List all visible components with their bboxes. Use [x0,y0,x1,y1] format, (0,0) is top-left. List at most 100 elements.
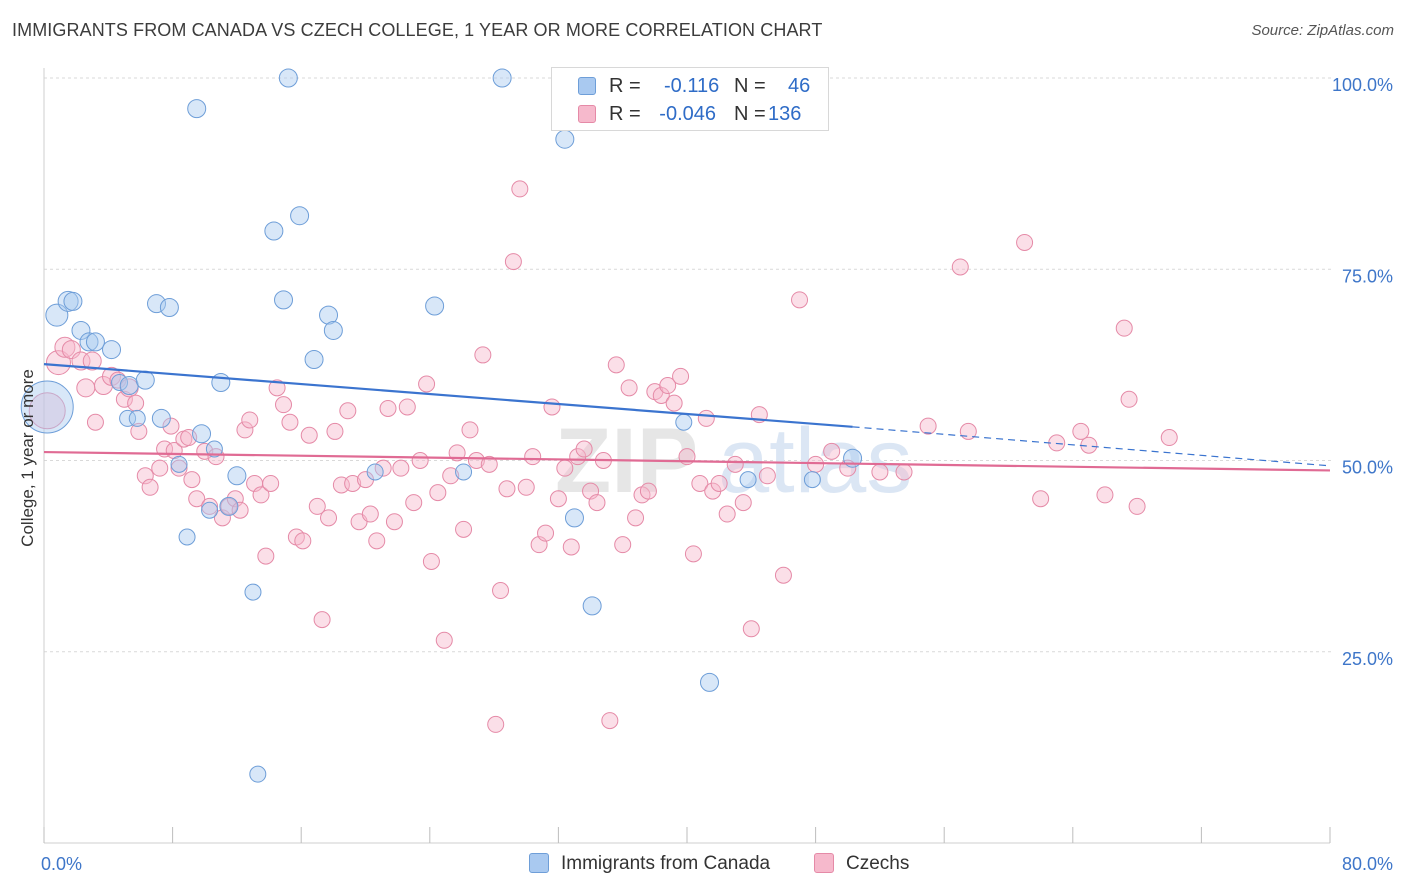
r-label: R = [609,103,641,125]
czechs-point [170,459,188,477]
legend-item-czechs: Czechs [814,852,934,878]
czechs-point [951,258,969,276]
n-value: 136 [768,103,802,125]
czechs-point [517,478,535,496]
czechs-point [300,426,318,444]
canada-legend-label: Immigrants from Canada [561,853,771,874]
canada-point [555,129,575,149]
czechs-point [537,524,555,542]
czechs-point [188,490,206,508]
watermark-atlas: atlas [718,410,912,512]
canada-point [264,221,284,241]
canada-point [739,471,757,489]
czechs-point [28,392,66,430]
canada-point [425,296,445,316]
czechs-point [627,509,645,527]
czechs-point [742,620,760,638]
canada-point [492,68,512,88]
czechs-point [1048,434,1066,452]
czechs-point [562,538,580,556]
czechs-point [774,566,792,584]
canada-point [79,332,99,352]
czechs-legend-label: Czechs [846,853,910,874]
czechs-point [807,455,825,473]
axes [43,68,1331,844]
r-value: -0.116 [664,75,720,97]
czechs-point [127,394,145,412]
canada-point [178,528,196,546]
czechs-point [726,455,744,473]
czechs-point [601,712,619,730]
canada-point [803,471,821,489]
tick-labels: 25.0% 50.0% 75.0% 100.0% 0.0% 80.0% [41,75,1393,874]
czechs-point [398,398,416,416]
czechs-point [718,505,736,523]
canada-point [192,424,212,444]
czechs-point [504,253,522,271]
czechs-point [919,417,937,435]
canada-point [244,583,262,601]
czechs-point [455,520,473,538]
czechs-point [1115,319,1133,337]
czechs-point [895,463,913,481]
czechs-point [45,350,71,376]
canada-point [227,466,247,486]
czechs-point [257,547,275,565]
y-tick-label: 50.0% [1342,458,1393,478]
czechs-point [758,467,776,485]
canada-point [201,501,219,519]
czechs-point [575,440,593,458]
canada-point [290,206,310,226]
canada-point [151,408,171,428]
czechs-point [405,494,423,512]
czechs-point [252,486,270,504]
czechs-point [492,582,510,600]
czechs-point [791,291,809,309]
canada-point [700,672,720,692]
czechs-point [691,474,709,492]
canada-legend-swatch [529,853,549,873]
czechs-point [659,377,677,395]
czechs-point [1032,490,1050,508]
czechs-point [268,379,286,397]
czechs-point [183,471,201,489]
canada-point [85,332,105,352]
czechs-point [162,417,180,435]
canada-point [582,596,602,616]
data-points [20,68,1178,783]
czechs-point [241,411,259,429]
czechs-point [607,356,625,374]
czechs-point [392,459,410,477]
czechs-point [368,532,386,550]
czechs-point [1072,422,1090,440]
trend-lines [43,363,1331,472]
czechs-point [588,494,606,512]
czechs-point [823,442,841,460]
canada-point [455,463,473,481]
czechs-point [339,402,357,420]
x-tick-label: 80.0% [1342,854,1393,874]
czechs-point [281,413,299,431]
czechs-point [151,459,169,477]
czechs-point [474,346,492,364]
canada-point [675,413,693,431]
canada-point [63,291,83,311]
canada-point [323,320,343,340]
czechs-point [236,421,254,439]
canada-trend-line [43,363,853,428]
czechs-point [54,336,76,358]
x-tick-label: 0.0% [41,854,82,874]
czechs-point [294,532,312,550]
czechs-point [1120,390,1138,408]
r-value: -0.046 [659,103,716,125]
czechs-point [620,379,638,397]
chart-source: Source: ZipAtlas.com [1251,22,1394,39]
canada-trend-extension [852,426,1331,467]
canada-point [319,305,339,325]
czechs-point [313,611,331,629]
n-label: N = [734,75,766,97]
y-axis-label: College, 1 year or more [18,369,37,547]
czechs-point [320,509,338,527]
stats-legend: R = -0.116 N = 46 R = -0.046 N = 136 [551,67,829,131]
